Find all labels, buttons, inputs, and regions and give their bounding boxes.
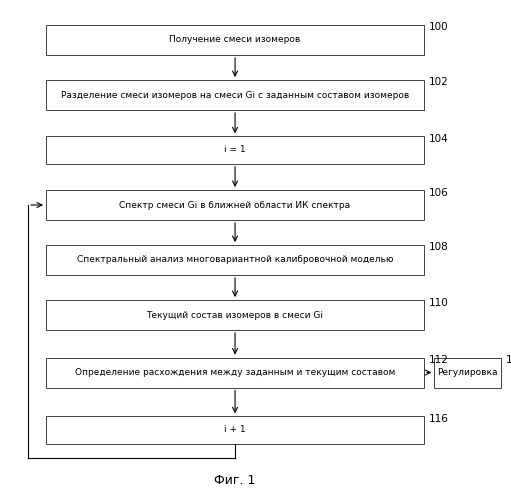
FancyBboxPatch shape <box>46 300 424 330</box>
Text: 114: 114 <box>506 355 511 365</box>
FancyBboxPatch shape <box>434 358 501 388</box>
Text: 106: 106 <box>429 188 449 198</box>
Text: 100: 100 <box>429 22 449 32</box>
Text: Определение расхождения между заданным и текущим составом: Определение расхождения между заданным и… <box>75 368 395 377</box>
FancyBboxPatch shape <box>46 25 424 55</box>
Text: 104: 104 <box>429 134 449 144</box>
FancyBboxPatch shape <box>46 416 424 444</box>
Text: Текущий состав изомеров в смеси Gi: Текущий состав изомеров в смеси Gi <box>147 310 323 320</box>
Text: 112: 112 <box>429 355 449 365</box>
Text: Регулировка: Регулировка <box>437 368 498 377</box>
Text: 110: 110 <box>429 298 449 308</box>
FancyBboxPatch shape <box>46 80 424 110</box>
Text: 108: 108 <box>429 242 449 252</box>
Text: 116: 116 <box>429 414 449 424</box>
Text: Спектральный анализ многовариантной калибровочной моделью: Спектральный анализ многовариантной кали… <box>77 256 393 264</box>
FancyBboxPatch shape <box>46 245 424 275</box>
FancyBboxPatch shape <box>46 358 424 388</box>
Text: i + 1: i + 1 <box>224 426 246 434</box>
Text: Спектр смеси Gi в ближней области ИК спектра: Спектр смеси Gi в ближней области ИК спе… <box>120 200 351 209</box>
FancyBboxPatch shape <box>46 190 424 220</box>
Text: Фиг. 1: Фиг. 1 <box>215 474 256 486</box>
Text: Получение смеси изомеров: Получение смеси изомеров <box>170 36 300 44</box>
Text: i = 1: i = 1 <box>224 146 246 154</box>
Text: Разделение смеси изомеров на смеси Gi с заданным составом изомеров: Разделение смеси изомеров на смеси Gi с … <box>61 90 409 100</box>
Text: 102: 102 <box>429 78 449 88</box>
FancyBboxPatch shape <box>46 136 424 164</box>
